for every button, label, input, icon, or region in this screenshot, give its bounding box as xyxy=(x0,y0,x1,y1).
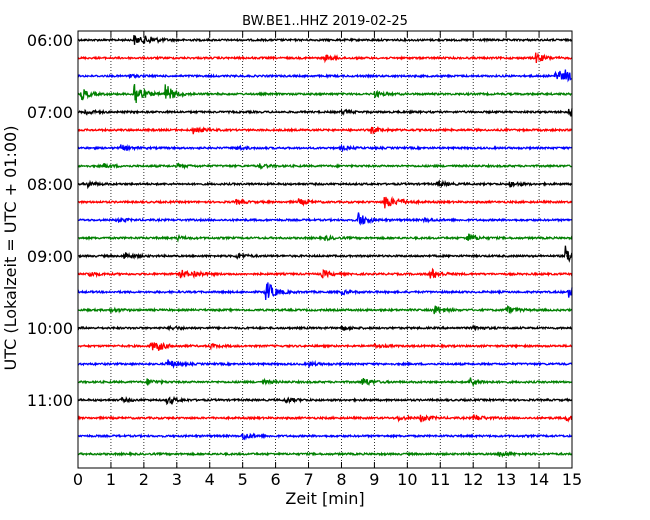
seismic-trace xyxy=(77,162,573,170)
x-tick-label: 2 xyxy=(139,470,149,489)
x-tick-label: 7 xyxy=(303,470,313,489)
grid-lines xyxy=(110,31,540,468)
seismic-trace xyxy=(77,245,573,263)
y-tick-label: 11:00 xyxy=(27,391,73,410)
seismic-trace xyxy=(77,304,573,315)
seismic-trace xyxy=(77,195,573,209)
chart-title: BW.BE1..HHZ 2019-02-25 xyxy=(242,14,408,29)
seismic-trace xyxy=(77,414,573,423)
seismic-trace xyxy=(77,107,573,117)
seismic-trace xyxy=(77,84,573,103)
x-tick-label: 3 xyxy=(172,470,182,489)
seismic-trace xyxy=(77,179,573,190)
y-axis-label: UTC (Lokalzeit = UTC + 01:00) xyxy=(1,126,20,371)
y-tick-label: 06:00 xyxy=(27,31,73,50)
y-tick-label: 09:00 xyxy=(27,247,73,266)
x-tick-label: 9 xyxy=(369,470,379,489)
seismic-trace xyxy=(77,267,573,280)
seismic-trace xyxy=(77,125,573,135)
seismic-trace xyxy=(77,395,573,406)
x-tick-label: 12 xyxy=(463,470,483,489)
x-tick-label: 0 xyxy=(73,470,83,489)
seismic-trace xyxy=(77,52,573,64)
x-tick-label: 4 xyxy=(205,470,215,489)
seismic-trace xyxy=(77,212,573,226)
x-tick-label: 5 xyxy=(238,470,248,489)
x-tick-label: 11 xyxy=(430,470,450,489)
x-tick-label: 10 xyxy=(397,470,417,489)
y-tick-label: 07:00 xyxy=(27,103,73,122)
seismic-trace xyxy=(77,377,573,388)
seismic-trace xyxy=(77,341,573,351)
seismic-trace xyxy=(77,432,573,441)
y-tick-label: 08:00 xyxy=(27,175,73,194)
y-axis-ticks: 06:00 07:00 08:00 09:00 10:00 11:00 xyxy=(27,31,572,410)
seismic-trace xyxy=(77,35,573,45)
seismic-trace xyxy=(77,69,573,83)
seismic-trace xyxy=(77,282,573,300)
x-tick-label: 14 xyxy=(529,470,549,489)
x-tick-label: 13 xyxy=(496,470,516,489)
seismic-trace xyxy=(77,233,573,243)
y-tick-label: 10:00 xyxy=(27,319,73,338)
x-axis-label: Zeit [min] xyxy=(285,489,364,508)
x-tick-label: 1 xyxy=(106,470,116,489)
seismic-trace xyxy=(77,143,573,153)
trace-group xyxy=(77,35,573,459)
x-tick-label: 8 xyxy=(336,470,346,489)
seismic-trace xyxy=(77,451,573,459)
x-tick-label: 15 xyxy=(562,470,582,489)
seismic-trace xyxy=(77,359,573,369)
plot-frame xyxy=(77,30,573,469)
x-axis-ticks: 0 1 2 3 4 5 6 7 8 9 10 11 12 13 14 15 xyxy=(73,31,582,489)
seismic-trace xyxy=(77,324,573,332)
x-tick-label: 6 xyxy=(271,470,281,489)
